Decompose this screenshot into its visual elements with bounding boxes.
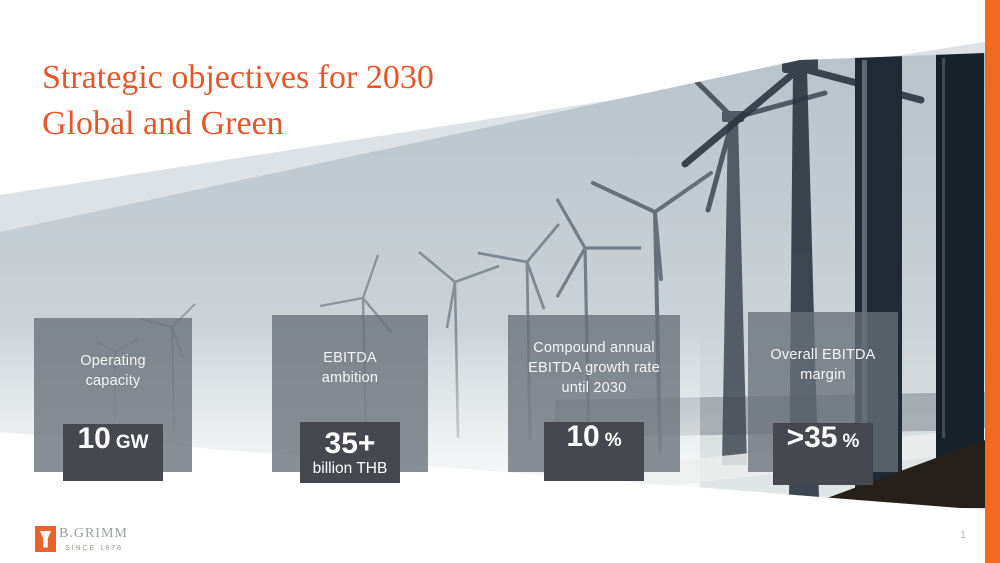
stat-card-ebitda-ambition: EBITDA ambition 35+ billion THB bbox=[272, 315, 428, 483]
slide-title-line1: Strategic objectives for 2030 bbox=[42, 59, 434, 96]
stat-card-operating-capacity: Operating capacity 10 GW bbox=[34, 318, 192, 481]
bgrimm-logo: B.GRIMM SINCE 1878 bbox=[35, 526, 128, 553]
stat-unit: GW bbox=[115, 432, 149, 453]
slide-title-line2: Global and Green bbox=[42, 105, 284, 142]
stat-value-box: >35 % bbox=[773, 423, 873, 485]
stat-label: Operating capacity bbox=[80, 352, 146, 389]
stat-value-box: 35+ billion THB bbox=[300, 422, 400, 483]
stat-card-ebitda-margin: Overall EBITDA margin >35 % bbox=[748, 312, 898, 485]
stat-card-ebitda-growth-rate: Compound annual EBITDA growth rate until… bbox=[508, 315, 680, 481]
stat-label: Overall EBITDA margin bbox=[770, 346, 876, 383]
bgrimm-logo-icon bbox=[35, 526, 56, 552]
stat-label: Compound annual EBITDA growth rate until… bbox=[528, 339, 660, 396]
stat-value: >35 bbox=[786, 421, 838, 454]
stat-value: 10 bbox=[566, 420, 600, 453]
stat-unit: % bbox=[842, 431, 860, 452]
page-number: 1 bbox=[960, 529, 967, 541]
bgrimm-logo-name: B.GRIMM bbox=[59, 526, 128, 541]
accent-bar bbox=[985, 0, 1000, 563]
stat-label: EBITDA ambition bbox=[321, 349, 379, 386]
stat-unit: billion THB bbox=[312, 459, 388, 477]
stat-value-box: 10 GW bbox=[63, 424, 163, 481]
stat-unit: % bbox=[604, 430, 622, 451]
slide-title: Strategic objectives for 2030 Global and… bbox=[42, 55, 602, 147]
ground bbox=[800, 440, 985, 508]
stat-value-box: 10 % bbox=[544, 422, 644, 481]
bgrimm-logo-tagline: SINCE 1878 bbox=[65, 543, 123, 552]
stat-value: 35+ bbox=[324, 426, 376, 460]
stat-value: 10 bbox=[77, 422, 111, 455]
